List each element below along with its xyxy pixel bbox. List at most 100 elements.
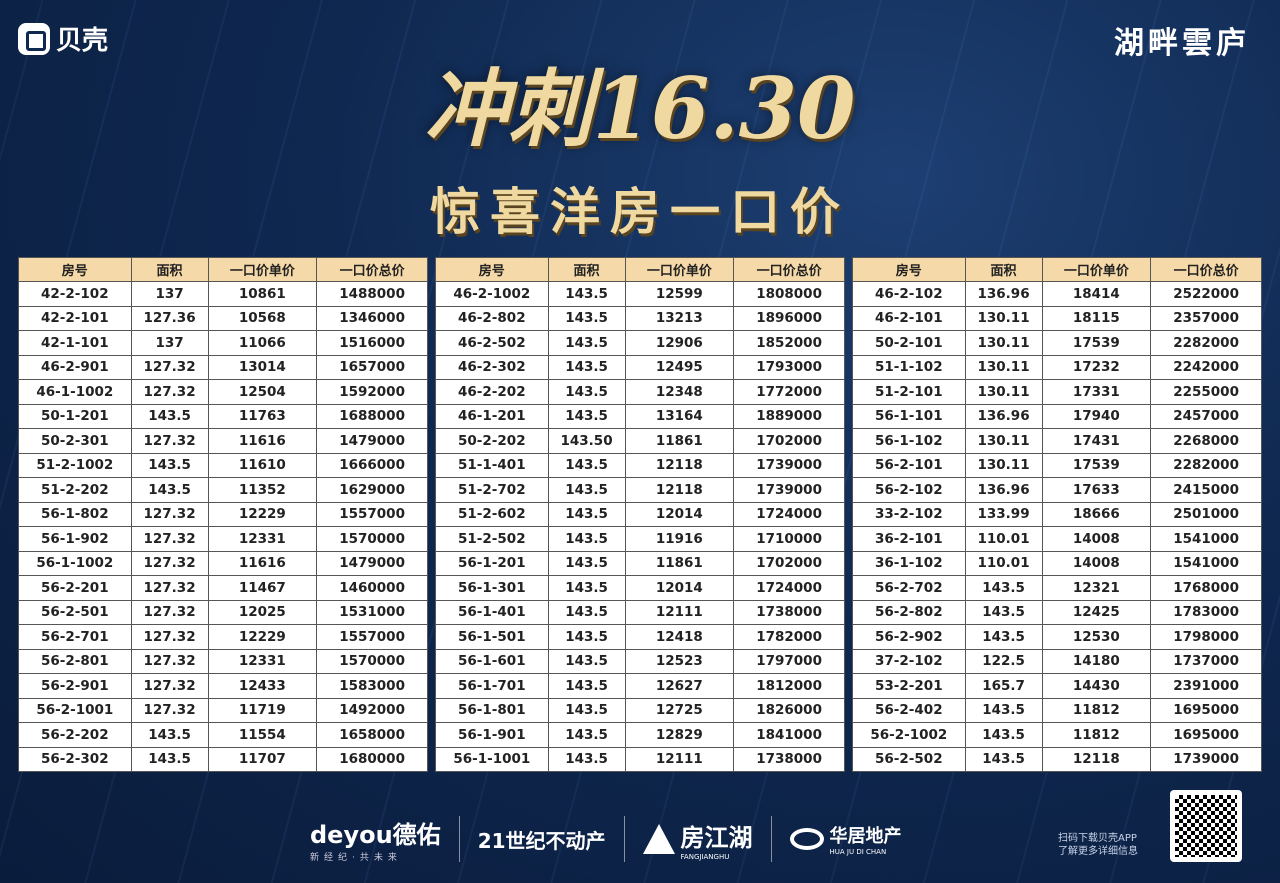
table-cell: 143.5 [547, 648, 626, 674]
table-cell: 12627 [624, 673, 735, 699]
table-cell: 56-2-902 [852, 624, 966, 650]
table-cell: 1724000 [733, 575, 845, 601]
table-cell: 17232 [1041, 354, 1152, 380]
table-cell: 12530 [1041, 624, 1152, 650]
logo-text: 贝壳 [56, 26, 109, 56]
table-cell: 1739000 [733, 452, 845, 478]
table-cell: 11763 [207, 403, 318, 429]
hj-text: 华居地产 [829, 826, 902, 847]
table-cell: 2268000 [1150, 428, 1262, 454]
table-cell: 56-1-802 [18, 501, 132, 527]
table-cell: 46-2-101 [852, 305, 966, 331]
table-cell: 1531000 [316, 599, 428, 625]
table-cell: 56-2-901 [18, 673, 132, 699]
table-cell: 12523 [624, 648, 735, 674]
table-cell: 1592000 [316, 379, 428, 405]
table-cell: 1798000 [1150, 624, 1262, 650]
table-cell: 127.32 [130, 624, 209, 650]
table-cell: 56-1-901 [435, 722, 549, 748]
table-cell: 56-2-702 [852, 575, 966, 601]
table-cell: 56-1-401 [435, 599, 549, 625]
table-row: 56-2-901 127.32 12433 1583000 [18, 673, 428, 699]
header-row: 房号 面积 一口价单价 一口价总价 [852, 257, 1262, 282]
table-cell: 11812 [1041, 697, 1152, 723]
table-cell: 56-2-801 [18, 648, 132, 674]
table-row: 56-1-801 143.5 12725 1826000 [435, 697, 845, 723]
table-row: 51-2-101 130.11 17331 2255000 [852, 379, 1262, 405]
table-cell: 36-1-102 [852, 550, 966, 576]
table-cell: 50-1-201 [18, 403, 132, 429]
fjh-text: 房江湖 [680, 823, 753, 852]
beike-logo: 贝壳 [18, 20, 108, 57]
table-cell: 1346000 [316, 305, 428, 331]
c21-logo: 21世纪不动产 [477, 828, 606, 853]
price-table-1: 房号 面积 一口价单价 一口价总价 42-2-102 137 10861 1488000 42-… [18, 257, 428, 772]
table-cell: 11812 [1041, 722, 1152, 748]
table-cell: 14008 [1041, 526, 1152, 552]
table-cell: 56-1-501 [435, 624, 549, 650]
table-row: 36-2-101 110.01 14008 1541000 [852, 526, 1262, 552]
table-cell: 51-2-702 [435, 477, 549, 503]
table-cell: 143.5 [964, 746, 1043, 772]
table-cell: 143.5 [964, 697, 1043, 723]
table-cell: 1737000 [1150, 648, 1262, 674]
table-cell: 127.32 [130, 550, 209, 576]
table-row: 51-1-401 143.5 12118 1739000 [435, 452, 845, 478]
table-cell: 127.32 [130, 575, 209, 601]
hj-pinyin: HUA JU DI CHAN [829, 848, 887, 856]
table-cell: 143.5 [547, 575, 626, 601]
qr-caption: 扫码下载贝壳APP 了解更多详细信息 [1058, 832, 1138, 858]
table-cell: 1852000 [733, 330, 845, 356]
table-cell: 1772000 [733, 379, 845, 405]
table-cell: 12495 [624, 354, 735, 380]
table-cell: 1797000 [733, 648, 845, 674]
divider [623, 816, 625, 862]
table-row: 56-1-902 127.32 12331 1570000 [18, 526, 428, 552]
table-cell: 46-2-901 [18, 354, 132, 380]
table-cell: 56-1-902 [18, 526, 132, 552]
column-header: 面积 [130, 257, 209, 282]
table-cell: 1666000 [316, 452, 428, 478]
deyou-slogan: 新经纪·共未来 [310, 853, 402, 863]
table-row: 56-1-102 130.11 17431 2268000 [852, 428, 1262, 454]
table-cell: 11610 [207, 452, 318, 478]
table-cell: 143.5 [964, 722, 1043, 748]
table-row: 56-2-302 143.5 11707 1680000 [18, 746, 428, 772]
table-cell: 143.5 [964, 599, 1043, 625]
table-cell: 127.32 [130, 354, 209, 380]
table-cell: 136.96 [964, 281, 1043, 307]
table-cell: 53-2-201 [852, 673, 966, 699]
qr-code[interactable] [1170, 790, 1242, 862]
huaju-logo: 华居地产 HUA JU DI CHAN [789, 822, 902, 856]
table-cell: 36-2-101 [852, 526, 966, 552]
table-cell: 18414 [1041, 281, 1152, 307]
table-cell: 37-2-102 [852, 648, 966, 674]
table-cell: 10568 [207, 305, 318, 331]
column-header: 面积 [964, 257, 1043, 282]
table-row: 33-2-102 133.99 18666 2501000 [852, 501, 1262, 527]
table-cell: 11916 [624, 526, 735, 552]
table-cell: 56-2-802 [852, 599, 966, 625]
table-cell: 143.5 [547, 722, 626, 748]
table-cell: 56-2-102 [852, 477, 966, 503]
table-cell: 122.5 [964, 648, 1043, 674]
table-row: 51-2-502 143.5 11916 1710000 [435, 526, 845, 552]
table-cell: 1782000 [733, 624, 845, 650]
table-cell: 1570000 [316, 526, 428, 552]
table-cell: 11861 [624, 550, 735, 576]
table-cell: 56-2-501 [18, 599, 132, 625]
table-row: 56-2-1002 143.5 11812 1695000 [852, 722, 1262, 748]
table-cell: 1702000 [733, 428, 845, 454]
table-cell: 127.36 [130, 305, 209, 331]
table-cell: 143.5 [130, 722, 209, 748]
table-cell: 1808000 [733, 281, 845, 307]
table-cell: 51-1-401 [435, 452, 549, 478]
table-cell: 2501000 [1150, 501, 1262, 527]
qr-line-1: 扫码下载贝壳APP [1058, 833, 1137, 844]
table-cell: 1680000 [316, 746, 428, 772]
table-cell: 10861 [207, 281, 318, 307]
table-cell: 2457000 [1150, 403, 1262, 429]
table-cell: 51-2-502 [435, 526, 549, 552]
table-cell: 12118 [624, 452, 735, 478]
table-row: 51-2-202 143.5 11352 1629000 [18, 477, 428, 503]
